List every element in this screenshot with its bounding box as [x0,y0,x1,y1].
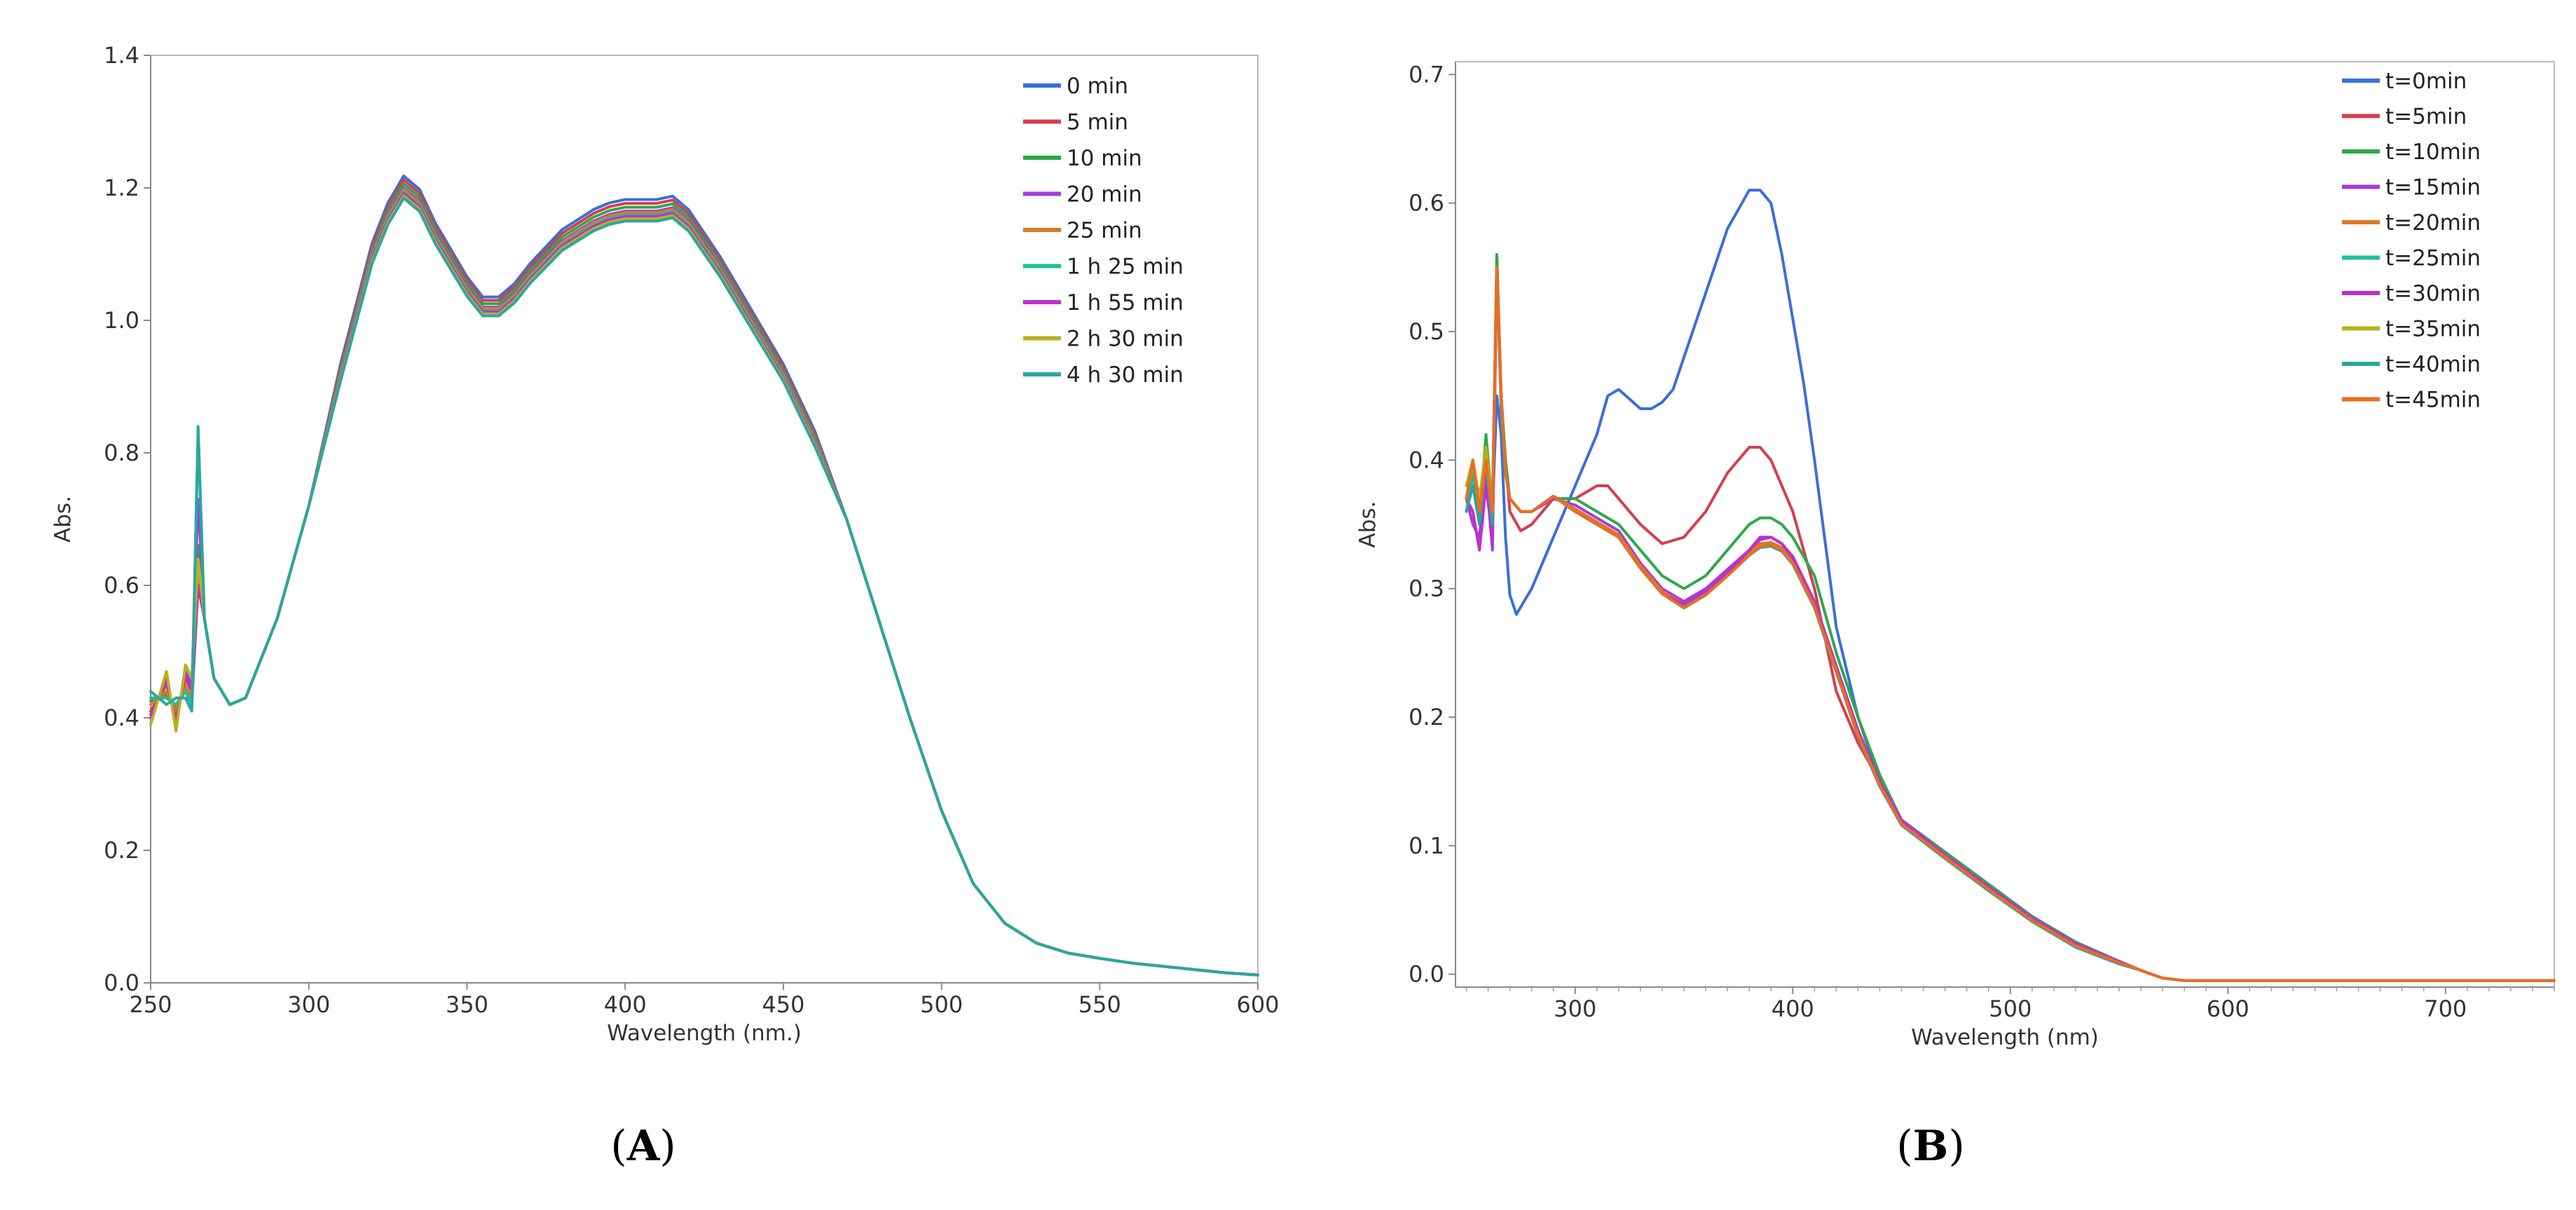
legend-label: 2 h 30 min [1067,327,1184,352]
y-tick-label: 1.0 [104,307,139,334]
series-group-b [1465,189,2556,982]
chart-a: 250 300 350 400 450 500 550 600 0.0 0.2 0.4 0.6 0.8 1… [50,42,1280,1046]
legend-label: 5 min [1067,110,1128,135]
axes-b: 300 400 500 600 700 0.0 0.1 0.2 0.3 0.4 0.5 0.6 0.7 [1409,61,2555,1022]
y-tick-label: 0.0 [104,970,139,996]
y-tick-label: 1.2 [104,175,139,201]
legend-label: 4 h 30 min [1067,362,1184,388]
x-tick-label: 250 [129,991,172,1018]
x-tick-label: 400 [1772,995,1814,1022]
x-tick-label: 700 [2424,995,2467,1022]
legend-label: 25 min [1067,218,1142,243]
panel-label-b: (B) [1896,1122,1965,1171]
y-tick-label: 0.6 [1409,190,1444,217]
y-tick-label: 0.6 [104,572,139,599]
legend-label: 20 min [1067,182,1142,208]
x-tick-label: 500 [1989,995,2032,1022]
chart-b: 300 400 500 600 7000.00.10.20.30.40.50.60.7 … [1355,61,2556,1050]
legend-label: t=0min [2385,69,2467,94]
y-tick-label: 0.4 [104,705,139,731]
y-tick-label: 0.3 [1409,576,1444,602]
y-tick-label: 0.1 [1409,832,1444,859]
x-tick-label: 400 [604,991,647,1018]
legend-label: t=5min [2385,104,2467,130]
legend-label: t=15min [2385,175,2481,200]
y-tick-label: 0.8 [104,440,139,466]
y-tick-label: 0.7 [1409,61,1444,88]
x-tick-label: 300 [287,991,330,1018]
series-line-4-h-30-min [149,196,1259,977]
y-axis-label-b: Abs. [1355,501,1381,548]
legend-b: t=0min t=5min t=10min t=15min t=20min t=25min… [2342,69,2481,413]
legend-label: t=45min [2385,388,2481,413]
x-tick-label: 600 [2207,995,2249,1022]
panel-label-a: (A) [610,1122,676,1171]
x-tick-label: 550 [1078,991,1121,1018]
x-axis-label-a: Wavelength (nm.) [607,1021,802,1046]
legend-label: 1 h 25 min [1067,254,1184,280]
legend-label: t=40min [2385,352,2481,377]
x-tick-label: 350 [446,991,488,1018]
legend-label: t=25min [2385,246,2481,271]
x-tick-label: 600 [1236,991,1279,1018]
y-tick-label: 0.2 [1409,704,1444,730]
legend-label: t=10min [2385,140,2481,165]
y-axis-label-a: Abs. [50,496,76,543]
y-tick-label: 1.4 [104,42,139,69]
y-tick-label: 0.5 [1409,318,1444,345]
x-tick-label: 500 [920,991,963,1018]
legend-label: t=35min [2385,317,2481,342]
x-axis-label-b: Wavelength (nm) [1911,1025,2099,1050]
y-tick-label: 0.4 [1409,447,1444,473]
legend-label: 10 min [1067,146,1142,171]
series-group-a [149,175,1259,977]
y-tick-label: 0.0 [1409,961,1444,988]
legend-label: t=30min [2385,281,2481,306]
x-tick-label: 450 [762,991,804,1018]
axes-a: 250 300 350 400 450 500 550 600 0.0 0.2 0.4 0.6 0.8 1… [104,42,1279,1018]
series-line-t-45min [1465,266,2556,982]
legend-label: t=20min [2385,210,2481,236]
legend-a: 0 min 5 min 10 min 20 min 25 min 1 h 25 min 1 … [1023,74,1184,388]
y-tick-label: 0.2 [104,837,139,864]
legend-label: 1 h 55 min [1067,290,1184,315]
x-tick-label: 300 [1554,995,1596,1022]
legend-label: 0 min [1067,74,1128,99]
